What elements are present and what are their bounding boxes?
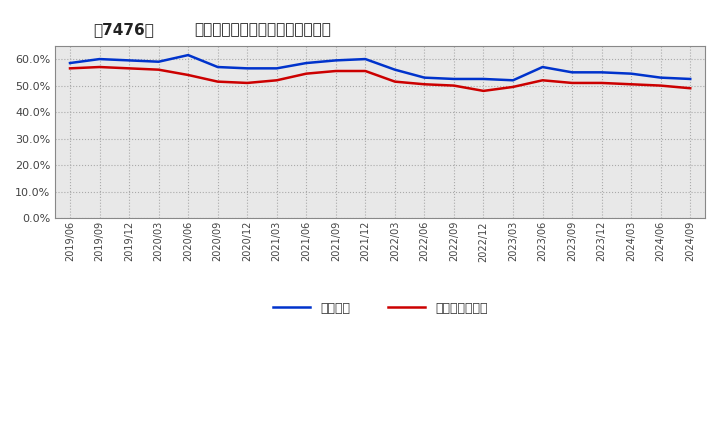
固定比率 xyxy=(390,67,399,72)
固定長期適合率 xyxy=(272,77,281,83)
固定比率 xyxy=(686,76,695,81)
固定長期適合率 xyxy=(361,68,369,73)
固定長期適合率 xyxy=(125,66,133,71)
固定比率 xyxy=(627,71,636,76)
固定長期適合率 xyxy=(331,68,340,73)
固定比率 xyxy=(480,76,488,81)
Line: 固定長期適合率: 固定長期適合率 xyxy=(70,67,690,91)
固定長期適合率 xyxy=(302,71,310,76)
固定長期適合率 xyxy=(509,84,518,90)
固定比率 xyxy=(331,58,340,63)
固定長期適合率 xyxy=(686,86,695,91)
固定比率 xyxy=(302,60,310,66)
固定比率 xyxy=(125,58,133,63)
固定長期適合率 xyxy=(154,67,163,72)
固定長期適合率 xyxy=(95,64,104,70)
固定比率 xyxy=(420,75,428,80)
固定長期適合率 xyxy=(66,66,74,71)
固定比率 xyxy=(509,77,518,83)
固定比率 xyxy=(66,60,74,66)
固定長期適合率 xyxy=(243,81,251,86)
固定長期適合率 xyxy=(213,79,222,84)
固定比率 xyxy=(449,76,458,81)
固定長期適合率 xyxy=(568,81,577,86)
Text: 固定比率、固定長期適合率の推移: 固定比率、固定長期適合率の推移 xyxy=(194,22,331,37)
固定長期適合率 xyxy=(480,88,488,94)
固定長期適合率 xyxy=(390,79,399,84)
固定比率 xyxy=(184,52,192,58)
固定長期適合率 xyxy=(539,77,547,83)
固定長期適合率 xyxy=(598,81,606,86)
固定比率 xyxy=(213,64,222,70)
固定長期適合率 xyxy=(657,83,665,88)
固定比率 xyxy=(568,70,577,75)
固定比率 xyxy=(272,66,281,71)
固定比率 xyxy=(361,56,369,62)
Legend: 固定比率, 固定長期適合率: 固定比率, 固定長期適合率 xyxy=(268,297,492,320)
固定比率 xyxy=(657,75,665,80)
固定比率 xyxy=(154,59,163,64)
Text: ［7476］: ［7476］ xyxy=(94,22,155,37)
固定長期適合率 xyxy=(184,72,192,77)
Line: 固定比率: 固定比率 xyxy=(70,55,690,80)
固定長期適合率 xyxy=(449,83,458,88)
固定比率 xyxy=(598,70,606,75)
固定比率 xyxy=(95,56,104,62)
固定長期適合率 xyxy=(627,82,636,87)
固定比率 xyxy=(243,66,251,71)
固定比率 xyxy=(539,64,547,70)
固定長期適合率 xyxy=(420,82,428,87)
